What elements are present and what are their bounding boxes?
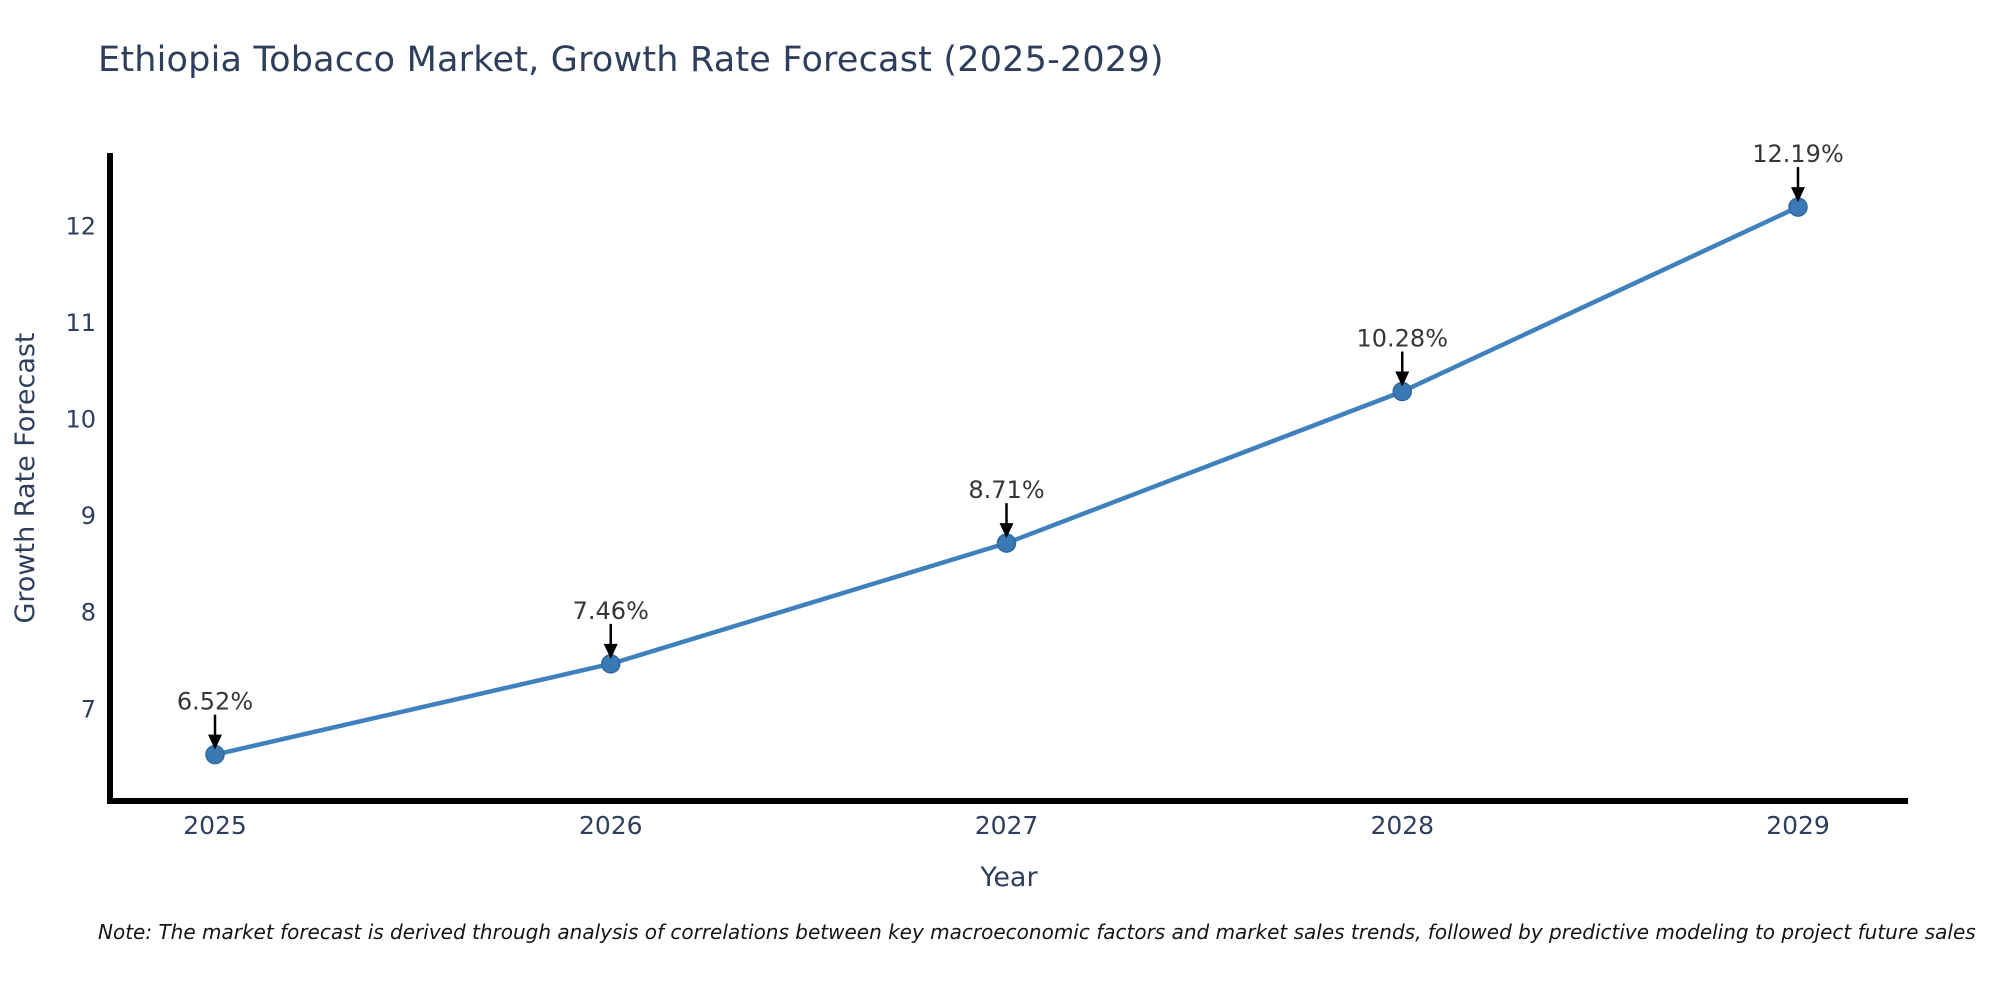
point-value-label: 7.46% [573,597,649,625]
footnote-text: Note: The market forecast is derived thr… [98,920,1976,944]
y-tick-label: 11 [65,309,96,337]
point-value-label: 8.71% [968,476,1044,504]
y-tick-label: 10 [65,406,96,434]
annotation-arrow-head [208,734,222,750]
point-value-label: 12.19% [1752,140,1844,168]
x-tick-label: 2028 [1370,811,1434,840]
y-tick-label: 12 [65,212,96,240]
annotation-arrow-head [1791,187,1805,203]
y-tick-label: 9 [81,502,96,530]
point-value-label: 10.28% [1356,325,1448,353]
annotation-arrow-head [603,643,618,659]
chart-title: Ethiopia Tobacco Market, Growth Rate For… [98,40,1164,80]
x-tick-label: 2027 [975,811,1039,840]
point-value-label: 6.52% [177,688,253,716]
x-tick-label: 2026 [579,811,643,840]
x-tick-label: 2025 [183,811,247,840]
x-axis-title: Year [979,862,1038,893]
annotation-arrow-head [999,523,1014,539]
y-tick-label: 8 [81,599,96,627]
annotation-arrow-head [1395,371,1410,387]
y-tick-label: 7 [81,695,96,723]
x-tick-label: 2029 [1766,811,1830,840]
y-axis-title: Growth Rate Forecast [10,332,41,623]
